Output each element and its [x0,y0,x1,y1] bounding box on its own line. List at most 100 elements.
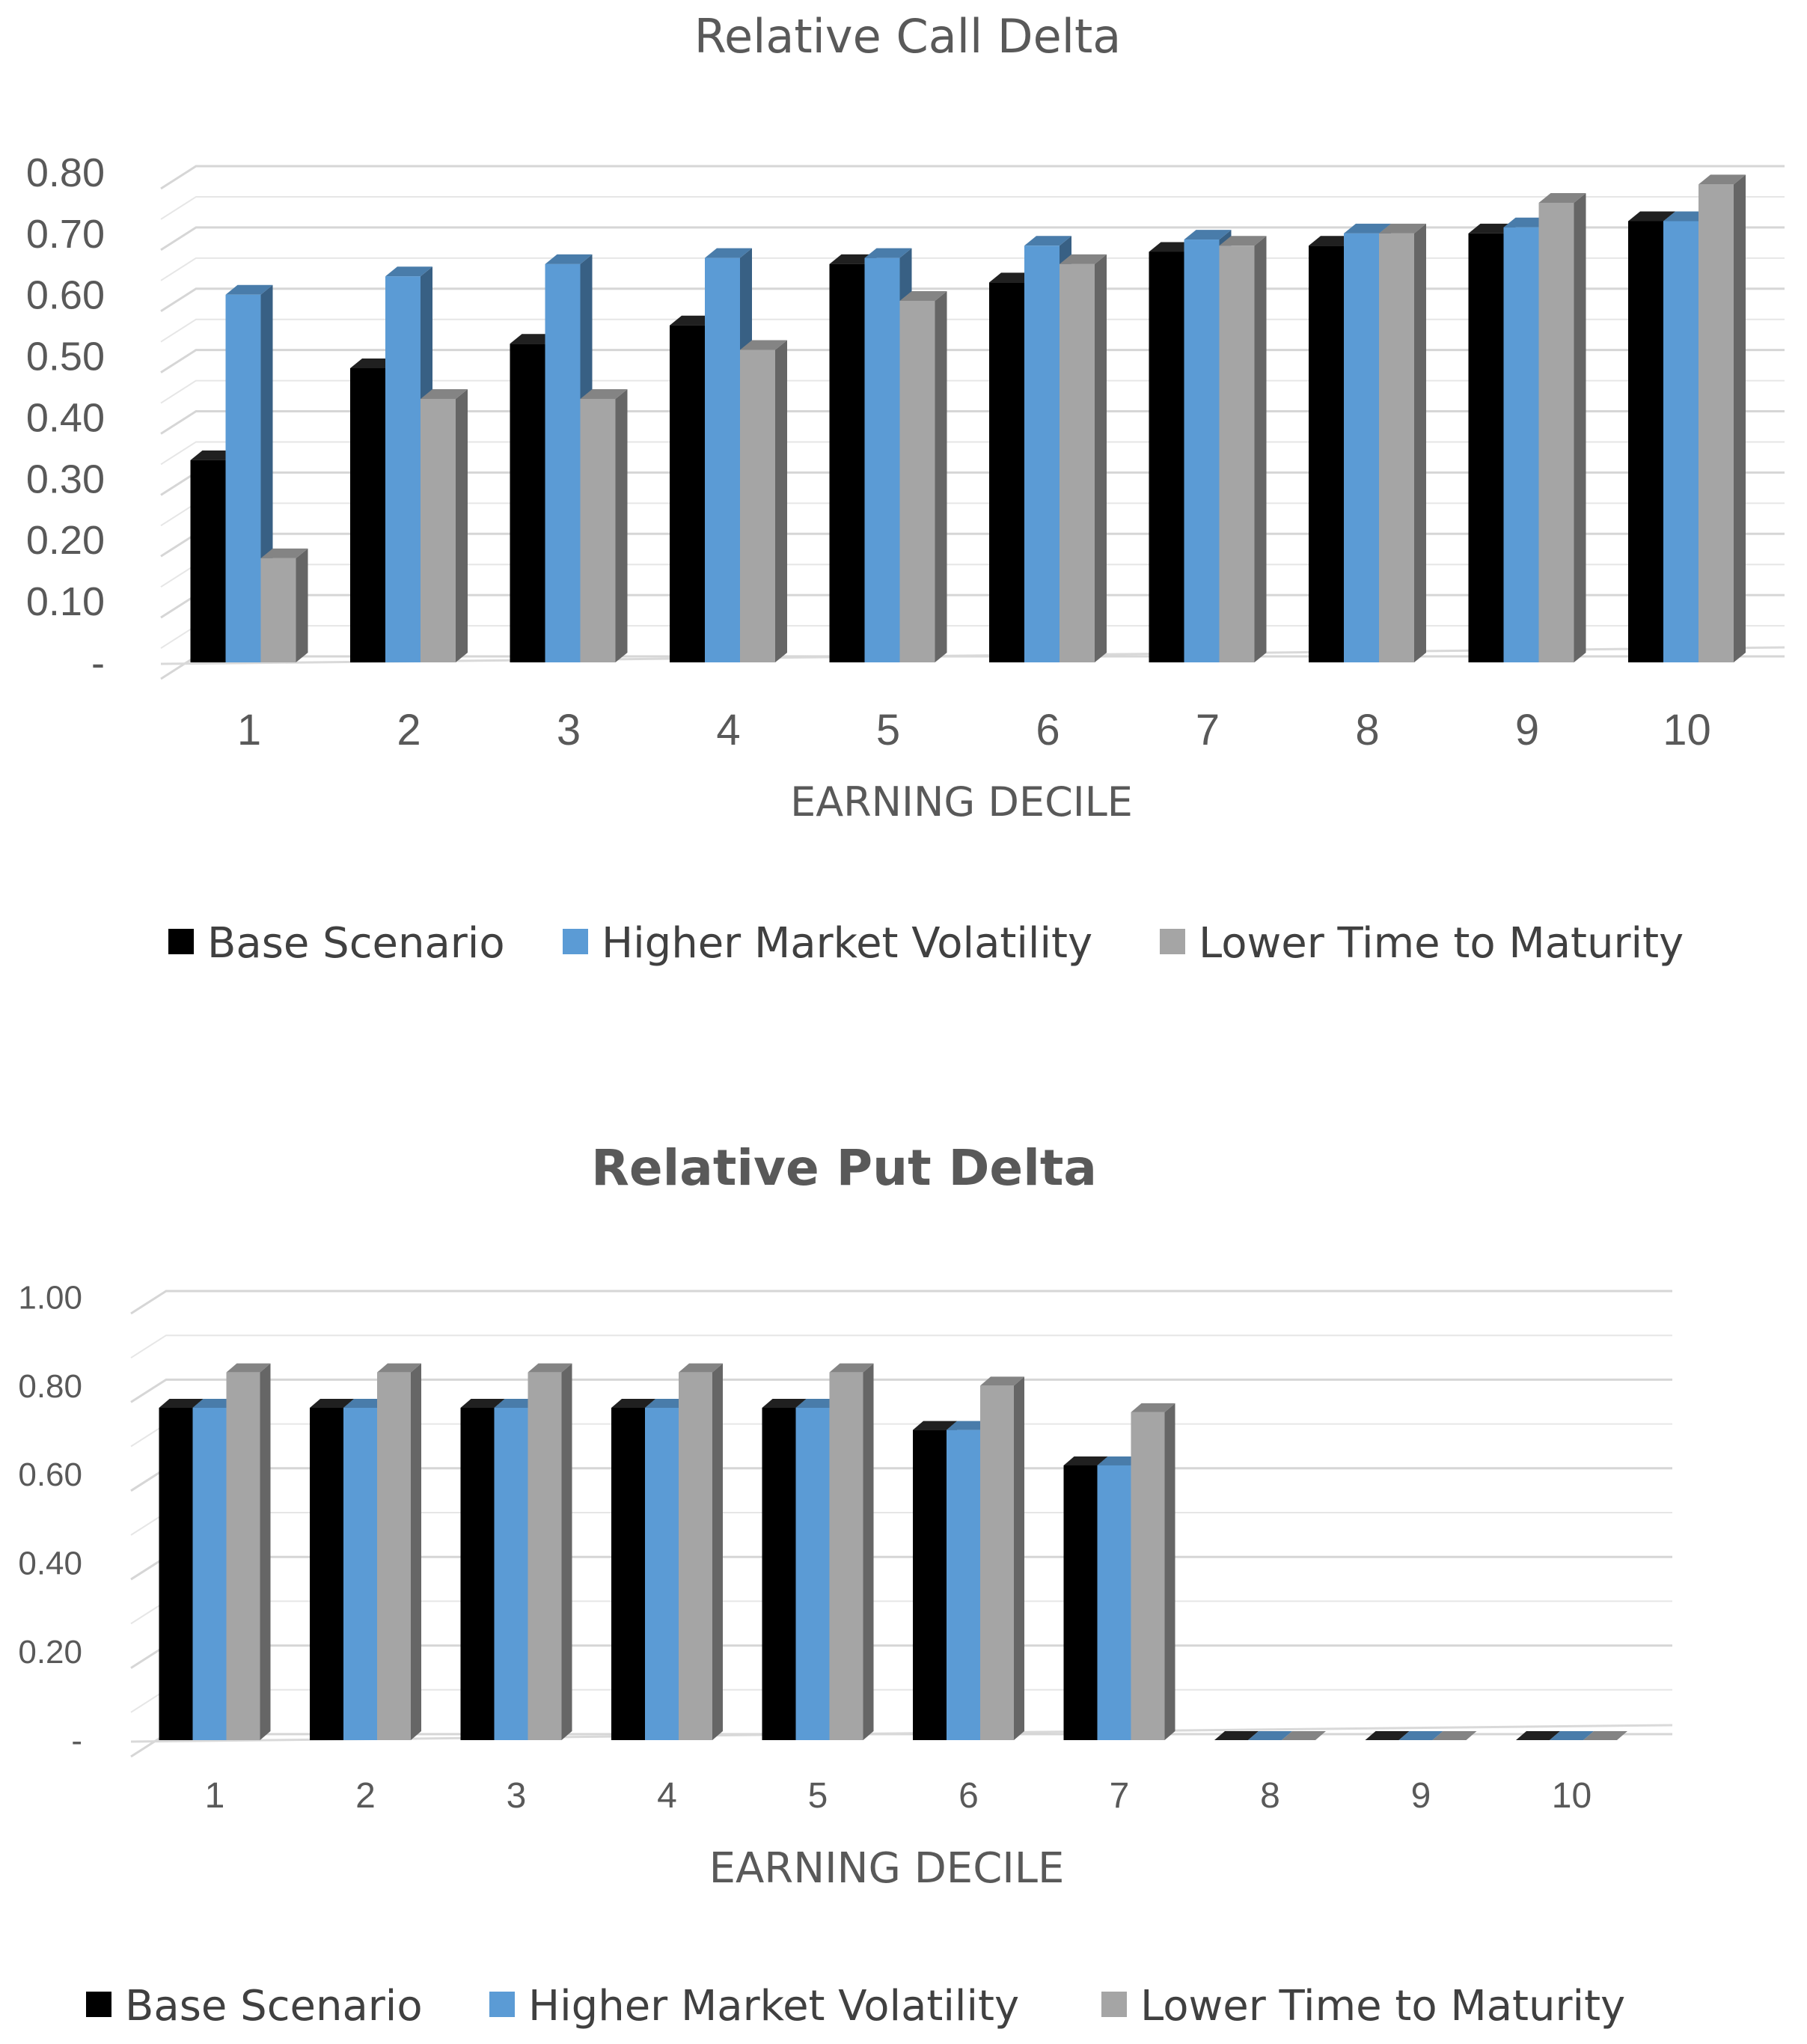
call-x-axis: 1 2 3 4 5 6 7 8 9 10 [237,706,1711,754]
bar-higher-market-volatility-8 [1248,1731,1292,1740]
x-tick-label: 6 [1036,706,1060,754]
bar-lower-time-to-maturity-4 [740,340,787,662]
gridline [160,195,1785,220]
bar-lower-time-to-maturity-3 [580,388,628,662]
bar-lower-time-to-maturity-8 [1379,223,1426,662]
bar-lower-time-to-maturity-9 [1432,1731,1477,1740]
put-legend-swatch-base [86,1992,111,2017]
put-legend-label-maturity: Lower Time to Maturity [1140,1982,1625,2031]
bar-lower-time-to-maturity-4 [679,1363,723,1740]
x-tick-label: 10 [1552,1776,1592,1816]
y-tick-label: - [71,1722,82,1759]
y-tick-label: 0.60 [26,273,105,318]
x-tick-label: 10 [1663,706,1711,754]
bar-lower-time-to-maturity-10 [1583,1731,1627,1740]
x-tick-label: 3 [507,1776,527,1816]
bar-lower-time-to-maturity-5 [899,290,947,662]
call-legend-item-volatility: Higher Market Volatility [563,919,1092,968]
call-bars [190,174,1746,662]
x-tick-label: 2 [397,706,421,754]
put-legend-label-volatility: Higher Market Volatility [528,1982,1019,2031]
x-tick-label: 7 [1110,1776,1130,1816]
call-legend-item-base: Base Scenario [168,919,505,968]
bar-higher-market-volatility-3 [545,254,593,662]
gridline [130,1378,1672,1403]
x-tick-label: 5 [808,1776,828,1816]
y-tick-label: 0.10 [26,579,105,624]
x-tick-label: 1 [205,1776,225,1816]
y-tick-label: 0.80 [26,150,105,195]
call-y-axis: - 0.10 0.20 0.30 0.40 0.50 0.60 0.70 0.80 [26,150,105,686]
call-delta-chart: Relative Call Delta - 0.10 0.20 0.30 0.40 0.5… [26,9,1785,968]
put-legend: Base Scenario Higher Market Volatility L… [86,1982,1625,2031]
bar-higher-market-volatility-1 [225,284,273,662]
gridline [160,226,1785,251]
put-x-axis-label: EARNING DECILE [709,1844,1065,1893]
bar-lower-time-to-maturity-7 [1131,1403,1175,1740]
gridline [130,1290,1672,1315]
y-tick-label: 1.00 [18,1279,82,1316]
x-tick-label: 4 [716,706,740,754]
bar-lower-time-to-maturity-9 [1538,192,1586,662]
put-bars [159,1363,1627,1740]
call-chart-title: Relative Call Delta [694,9,1122,64]
x-tick-label: 6 [958,1776,979,1816]
put-legend-swatch-volatility [489,1992,515,2017]
bar-base-scenario-8 [1214,1731,1259,1740]
x-tick-label: 1 [237,706,261,754]
bar-lower-time-to-maturity-1 [260,548,308,662]
bar-lower-time-to-maturity-6 [1060,254,1107,662]
bar-lower-time-to-maturity-3 [528,1363,572,1740]
x-tick-label: 9 [1411,1776,1431,1816]
bar-lower-time-to-maturity-7 [1219,236,1267,662]
put-legend-label-base: Base Scenario [125,1982,423,2031]
put-delta-chart: Relative Put Delta - 0.20 0.40 0.60 0.80 1.00… [18,1139,1673,2031]
put-legend-swatch-maturity [1101,1992,1127,2017]
bar-lower-time-to-maturity-2 [377,1363,421,1740]
put-legend-item-volatility: Higher Market Volatility [489,1982,1019,2031]
y-tick-label: 0.30 [26,457,105,501]
y-tick-label: 0.20 [18,1634,82,1671]
call-x-axis-label: EARNING DECILE [790,778,1133,826]
call-legend-swatch-volatility [563,929,588,954]
put-legend-item-maturity: Lower Time to Maturity [1101,1982,1625,2031]
put-chart-title: Relative Put Delta [591,1139,1097,1197]
put-y-axis: - 0.20 0.40 0.60 0.80 1.00 [18,1279,82,1759]
y-tick-label: 0.50 [26,335,105,379]
call-legend: Base Scenario Higher Market Volatility L… [168,919,1684,968]
y-tick-label: 0.40 [26,395,105,440]
y-tick-label: 0.60 [18,1456,82,1493]
x-tick-label: 7 [1196,706,1220,754]
bar-higher-market-volatility-10 [1550,1731,1594,1740]
bar-base-scenario-10 [1516,1731,1560,1740]
call-legend-label-volatility: Higher Market Volatility [602,919,1092,968]
bar-base-scenario-9 [1365,1731,1410,1740]
x-tick-label: 5 [876,706,900,754]
bar-lower-time-to-maturity-5 [829,1363,874,1740]
x-tick-label: 8 [1355,706,1379,754]
bar-lower-time-to-maturity-2 [421,388,468,662]
bar-lower-time-to-maturity-6 [980,1376,1024,1740]
call-legend-item-maturity: Lower Time to Maturity [1160,919,1684,968]
x-tick-label: 3 [557,706,581,754]
x-tick-label: 4 [657,1776,677,1816]
bar-lower-time-to-maturity-1 [226,1363,271,1740]
put-legend-item-base: Base Scenario [86,1982,423,2031]
bar-higher-market-volatility-9 [1398,1731,1443,1740]
call-legend-swatch-base [168,929,194,954]
y-tick-label: 0.40 [18,1546,82,1582]
bar-lower-time-to-maturity-10 [1699,174,1746,662]
x-tick-label: 2 [355,1776,376,1816]
y-tick-label: - [91,641,105,686]
call-legend-swatch-maturity [1160,929,1185,954]
gridline [130,1334,1672,1359]
y-tick-label: 0.20 [26,518,105,563]
call-legend-label-maturity: Lower Time to Maturity [1199,919,1684,968]
x-tick-label: 8 [1260,1776,1280,1816]
call-legend-label-base: Base Scenario [207,919,505,968]
put-x-axis: 1 2 3 4 5 6 7 8 9 10 [205,1776,1592,1816]
x-tick-label: 9 [1515,706,1539,754]
y-tick-label: 0.80 [18,1368,82,1405]
gridline [160,165,1785,190]
